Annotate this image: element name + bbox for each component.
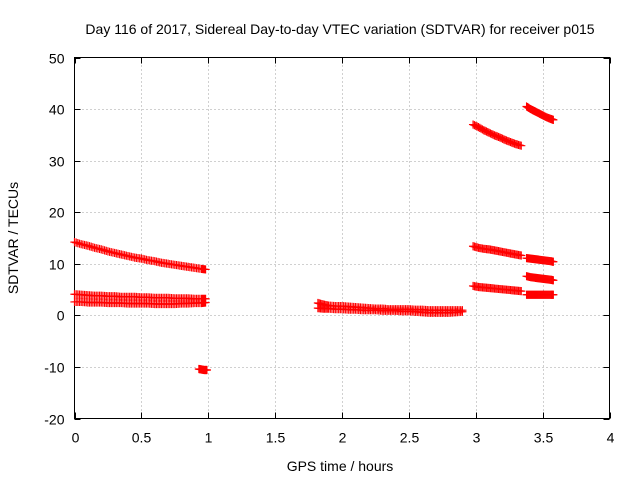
x-tick-label: 1.5	[266, 430, 286, 446]
x-axis: 0 0.5 1 1.5 2 2.5 3 3.5 4	[72, 57, 615, 446]
series-seg-d	[194, 364, 212, 375]
data-point	[201, 265, 210, 274]
series-seg-h	[468, 242, 526, 260]
series-seg-l	[522, 272, 558, 285]
series-seg-f	[313, 304, 467, 317]
series-seg-m	[522, 290, 558, 299]
data-point	[201, 298, 210, 307]
x-tick-label: 1	[205, 430, 213, 446]
data-point	[549, 115, 558, 125]
series-seg-g	[468, 120, 526, 150]
y-tick-label: 0	[57, 308, 65, 324]
x-tick-label: 2.5	[400, 430, 420, 446]
x-tick-label: 4	[607, 430, 615, 446]
data-point	[549, 257, 558, 266]
series-seg-j	[522, 102, 558, 125]
series-seg-i	[468, 281, 526, 296]
x-tick-label: 0.5	[132, 430, 152, 446]
y-axis-label: SDTVAR / TECUs	[5, 182, 21, 294]
y-tick-label: -20	[44, 412, 64, 428]
series-seg-k	[522, 254, 558, 266]
x-tick-label: 0	[72, 430, 80, 446]
y-tick-label: 30	[49, 154, 65, 170]
y-tick-label: 10	[49, 257, 65, 273]
x-axis-label: GPS time / hours	[287, 458, 394, 474]
y-axis: -20 -10 0 10 20 30 40 50	[44, 51, 610, 428]
data-point	[517, 141, 526, 150]
y-tick-label: -10	[44, 360, 64, 376]
data-points	[70, 102, 558, 375]
data-point	[517, 251, 526, 260]
data-point	[458, 307, 467, 316]
data-point	[517, 287, 526, 296]
x-tick-label: 3.5	[534, 430, 554, 446]
data-point	[202, 365, 212, 375]
x-tick-label: 2	[339, 430, 347, 446]
series-seg-c	[70, 297, 210, 309]
data-point	[549, 276, 558, 285]
y-tick-label: 20	[49, 205, 65, 221]
series-seg-a	[70, 238, 210, 274]
chart-title: Day 116 of 2017, Sidereal Day-to-day VTE…	[85, 21, 594, 37]
data-point	[549, 290, 558, 299]
y-tick-label: 50	[49, 51, 65, 67]
series-seg-b	[70, 290, 210, 303]
y-tick-label: 40	[49, 102, 65, 118]
x-tick-label: 3	[473, 430, 481, 446]
